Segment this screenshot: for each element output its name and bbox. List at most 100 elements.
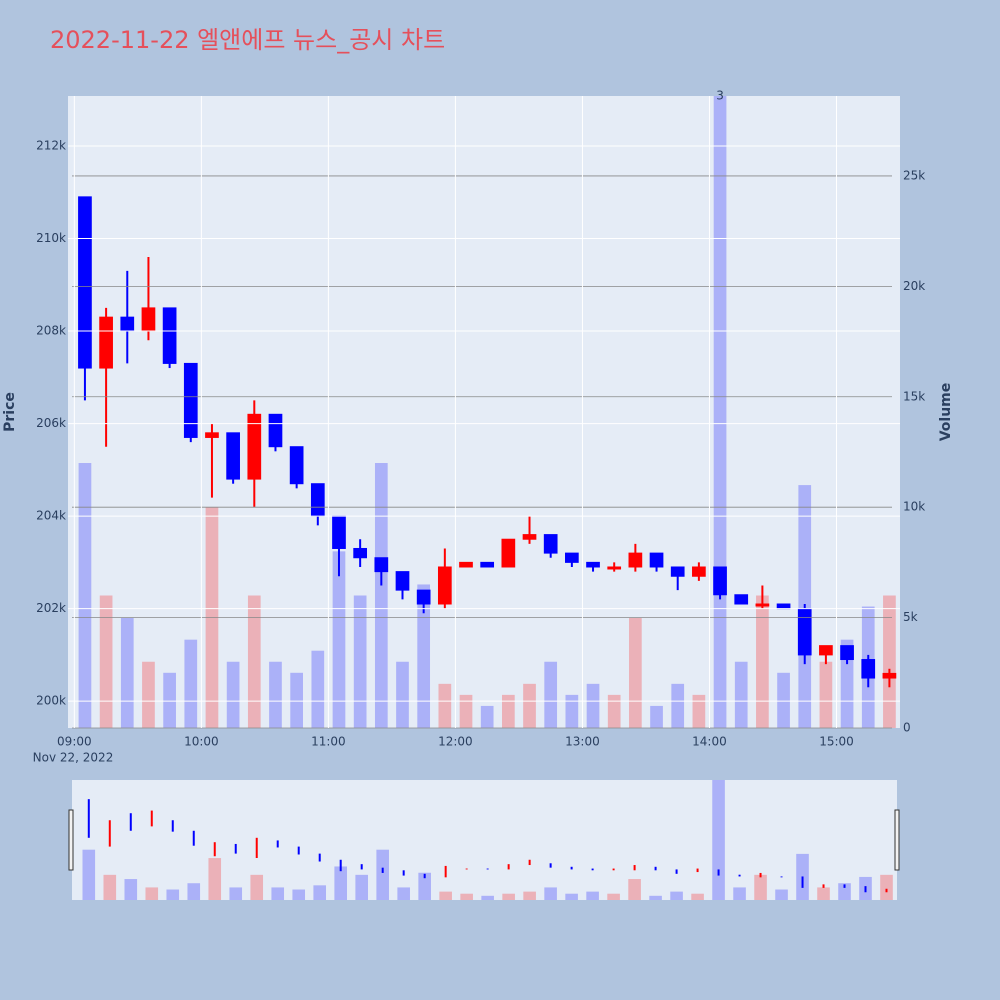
candle-body — [162, 307, 177, 364]
candle-body — [565, 552, 579, 563]
slider-volume-bar — [397, 887, 410, 900]
slider-handle[interactable] — [68, 809, 74, 871]
candle-body — [882, 672, 897, 679]
slider-volume-bar — [376, 849, 389, 900]
y-tick-label: 206k — [36, 416, 66, 430]
volume-bar — [163, 672, 176, 728]
range-slider[interactable] — [72, 780, 897, 900]
slider-handle[interactable] — [894, 809, 900, 871]
volume-bar — [565, 694, 579, 728]
volume-bar — [184, 639, 198, 728]
y2-tick-label: 20k — [903, 279, 925, 293]
slider-volume-bar — [250, 874, 264, 900]
slider-volume-bar — [229, 887, 243, 900]
slider-volume-bar — [523, 891, 536, 900]
slider-volume-bar — [460, 893, 473, 900]
slider-volume-bar — [502, 893, 515, 900]
candle-body — [797, 608, 812, 656]
candle-body — [141, 307, 156, 332]
chart-title: 2022-11-22 엘앤에프 뉴스_공시 차트 — [50, 26, 445, 54]
slider-volume-bar — [187, 883, 201, 900]
candle-body — [734, 594, 749, 605]
volume-bar — [671, 683, 685, 728]
y2-axis-title: Volume — [938, 383, 954, 442]
slider-volume-bar — [334, 866, 347, 900]
volume-bar — [269, 661, 282, 728]
volume-bar — [840, 639, 854, 728]
slider-volume-bar — [208, 858, 222, 900]
candle-body — [374, 557, 389, 573]
candle-body — [755, 603, 770, 607]
slider-volume-bar — [691, 893, 704, 900]
candle-body — [78, 196, 92, 369]
candle-body — [692, 566, 706, 577]
candle-body — [437, 566, 452, 605]
slider-volume-bar — [775, 889, 788, 900]
candle-body — [819, 645, 833, 656]
candle-body — [522, 534, 537, 540]
x-tick-label: 11:00 — [311, 735, 346, 749]
slider-volume-bar — [292, 889, 306, 900]
x-tick-label: 15:00 — [819, 735, 854, 749]
x-tick-label: 10:00 — [184, 735, 219, 749]
volume-bar — [756, 595, 769, 728]
slider-volume-bar — [145, 887, 159, 900]
volume-bar — [374, 463, 388, 728]
volume-bar — [142, 661, 155, 728]
x-tick-label: 13:00 — [565, 735, 600, 749]
volume-bar — [734, 661, 748, 728]
volume-bar — [99, 595, 113, 728]
annotation: 3 — [716, 89, 724, 103]
slider-volume-bar — [565, 893, 578, 900]
slider-volume-bar — [649, 895, 662, 900]
volume-bar — [120, 617, 134, 728]
slider-volume-bar — [271, 887, 285, 900]
y-tick-label: 202k — [36, 601, 66, 615]
candle-body — [289, 446, 304, 485]
candle-body — [99, 316, 113, 369]
slider-volume-bar — [481, 895, 494, 900]
slider-volume-bar — [817, 887, 830, 900]
candle-body — [226, 432, 240, 480]
y2-tick-label: 0 — [903, 721, 911, 735]
y2-tick-label: 10k — [903, 500, 925, 514]
x-tick-label: 09:00 — [57, 735, 92, 749]
volume-bar — [544, 661, 558, 728]
candle-body — [353, 547, 368, 559]
candle-body — [459, 561, 473, 568]
y-tick-label: 210k — [36, 231, 66, 245]
volume-bar — [417, 584, 431, 728]
candle-body — [247, 413, 262, 480]
x-tick-label: 14:00 — [692, 735, 727, 749]
candle-body — [205, 432, 219, 438]
candle-body — [480, 561, 495, 568]
volume-bar — [819, 661, 833, 728]
volume-bar — [311, 650, 325, 728]
y-tick-label: 212k — [36, 138, 66, 152]
slider-volume-bar — [607, 893, 620, 900]
candle-body — [649, 552, 664, 568]
y-tick-label: 200k — [36, 694, 66, 708]
slider-volume-bar — [355, 874, 368, 900]
candle-body — [776, 603, 791, 610]
plot-area — [68, 96, 900, 728]
slider-volume-bar — [880, 874, 893, 900]
slider-volume-bar — [670, 891, 683, 900]
slider-volume-bar — [124, 879, 138, 900]
volume-bar — [523, 683, 536, 728]
volume-bar — [586, 683, 600, 728]
slider-volume-bar — [82, 849, 96, 900]
slider-volume-bar — [733, 887, 746, 900]
candle-body — [607, 566, 622, 570]
candle-body — [416, 589, 431, 605]
slider-volume-bar — [838, 883, 851, 900]
slider-volume-bar — [313, 885, 327, 900]
volume-bar — [501, 694, 515, 728]
volume-bar — [332, 551, 346, 728]
volume-bar — [607, 694, 621, 728]
slider-volume-bar — [712, 780, 725, 900]
volume-bar — [692, 694, 706, 728]
candle-body — [501, 538, 516, 568]
candle-body — [268, 413, 283, 448]
volume-bar — [226, 661, 240, 728]
